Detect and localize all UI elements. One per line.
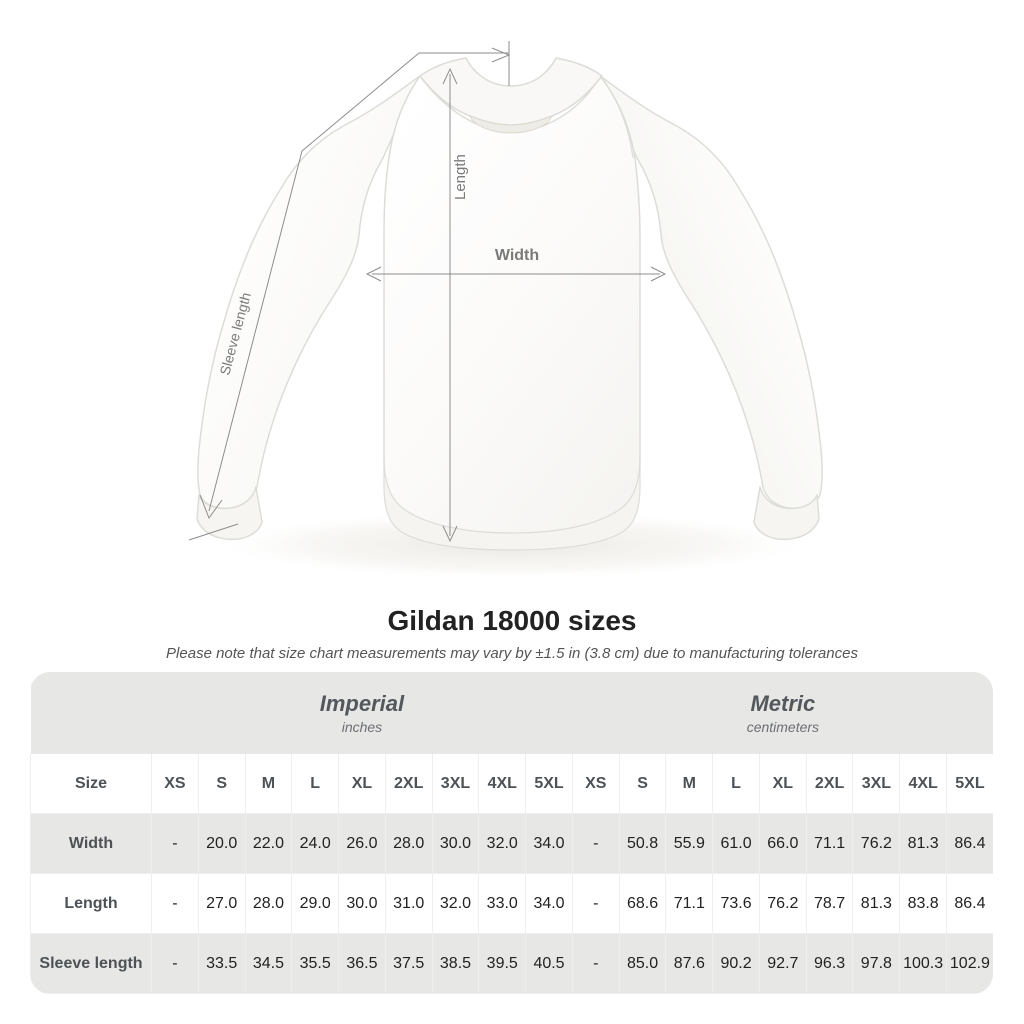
svg-text:Width: Width	[495, 247, 539, 264]
svg-text:Length: Length	[452, 154, 469, 200]
